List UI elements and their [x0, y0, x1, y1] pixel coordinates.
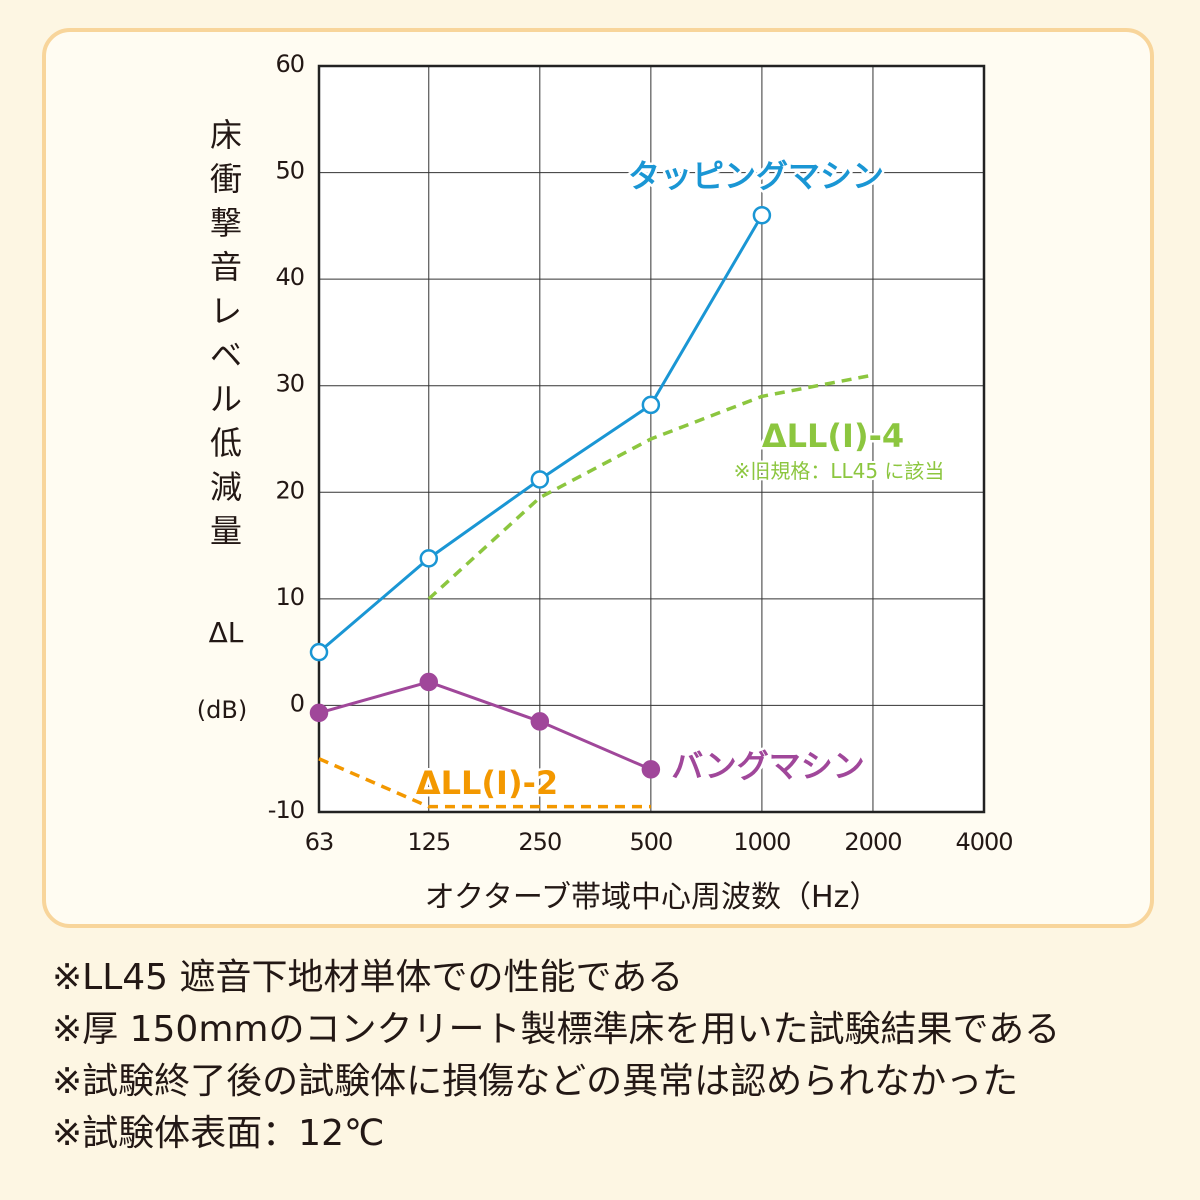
x-axis-label: オクターブ帯域中心周波数（Hz）	[425, 880, 880, 915]
data-point	[419, 549, 439, 568]
note-item: ※試験体表面：12℃	[52, 1113, 385, 1154]
chart-card: 60 50 40 30 20 10 0 -10 63 125 250 500 1000 2000 4000 オ…	[42, 28, 1154, 928]
y-tick-label: 30	[275, 370, 304, 398]
y-axis-symbol: ΔL	[209, 616, 244, 649]
data-point	[309, 642, 329, 662]
series-label: ΔLL(Ⅰ)-2	[416, 764, 558, 802]
x-tick-label: 1000	[733, 828, 790, 856]
data-point	[641, 760, 661, 779]
data-point	[530, 712, 550, 731]
series-line-3	[318, 757, 651, 809]
data-point	[530, 470, 550, 489]
note-item: ※試験終了後の試験体に損傷などの異常は認められなかった	[52, 1061, 1019, 1102]
y-axis-label-char: 減	[210, 468, 242, 506]
series-label: バングマシン	[671, 747, 865, 785]
series-line-2	[427, 373, 874, 601]
data-point	[752, 205, 772, 225]
y-axis-label-char: 撃	[210, 204, 242, 242]
y-tick-label: 50	[275, 157, 304, 185]
note-item: ※LL45 遮音下地材単体での性能である	[52, 957, 684, 998]
y-tick-label: -10	[268, 796, 304, 824]
data-point	[641, 395, 661, 415]
x-tick-label: 500	[629, 828, 672, 856]
data-point	[419, 672, 439, 692]
y-axis-label-char: 音	[210, 248, 242, 286]
y-tick-label: 60	[275, 50, 304, 78]
y-axis-label-char: 低	[210, 424, 242, 462]
y-axis-label-char: 床	[210, 116, 242, 154]
y-axis-label-char: レ	[210, 292, 242, 330]
series-label: ΔLL(Ⅰ)-4	[762, 417, 904, 455]
x-tick-label: 250	[518, 828, 561, 856]
notes-list: ※LL45 遮音下地材単体での性能である ※厚 150mmのコンクリート製標準床…	[52, 952, 1060, 1160]
x-tick-label: 2000	[844, 828, 901, 856]
y-axis-label-char: ベ	[210, 336, 242, 374]
y-tick-label: 40	[275, 263, 304, 291]
y-tick-label: 0	[290, 689, 304, 717]
series-label: タッピングマシン	[628, 157, 884, 195]
series-line-1	[318, 680, 652, 771]
y-tick-label: 10	[275, 583, 304, 611]
plot-frame	[317, 64, 986, 814]
data-point	[309, 703, 329, 723]
x-tick-label: 63	[305, 828, 334, 856]
series-note: ※旧規格：LL45 に該当	[734, 459, 945, 483]
note-item: ※厚 150mmのコンクリート製標準床を用いた試験結果である	[52, 1009, 1061, 1050]
y-axis-label-char: 衝	[210, 160, 242, 198]
x-tick-label: 125	[407, 828, 450, 856]
x-tick-label: 4000	[955, 828, 1012, 856]
y-axis-label-char: 量	[210, 512, 242, 550]
y-axis-label-char: ル	[210, 380, 242, 418]
y-tick-label: 20	[275, 476, 304, 504]
y-axis-unit: (dB)	[197, 696, 247, 724]
